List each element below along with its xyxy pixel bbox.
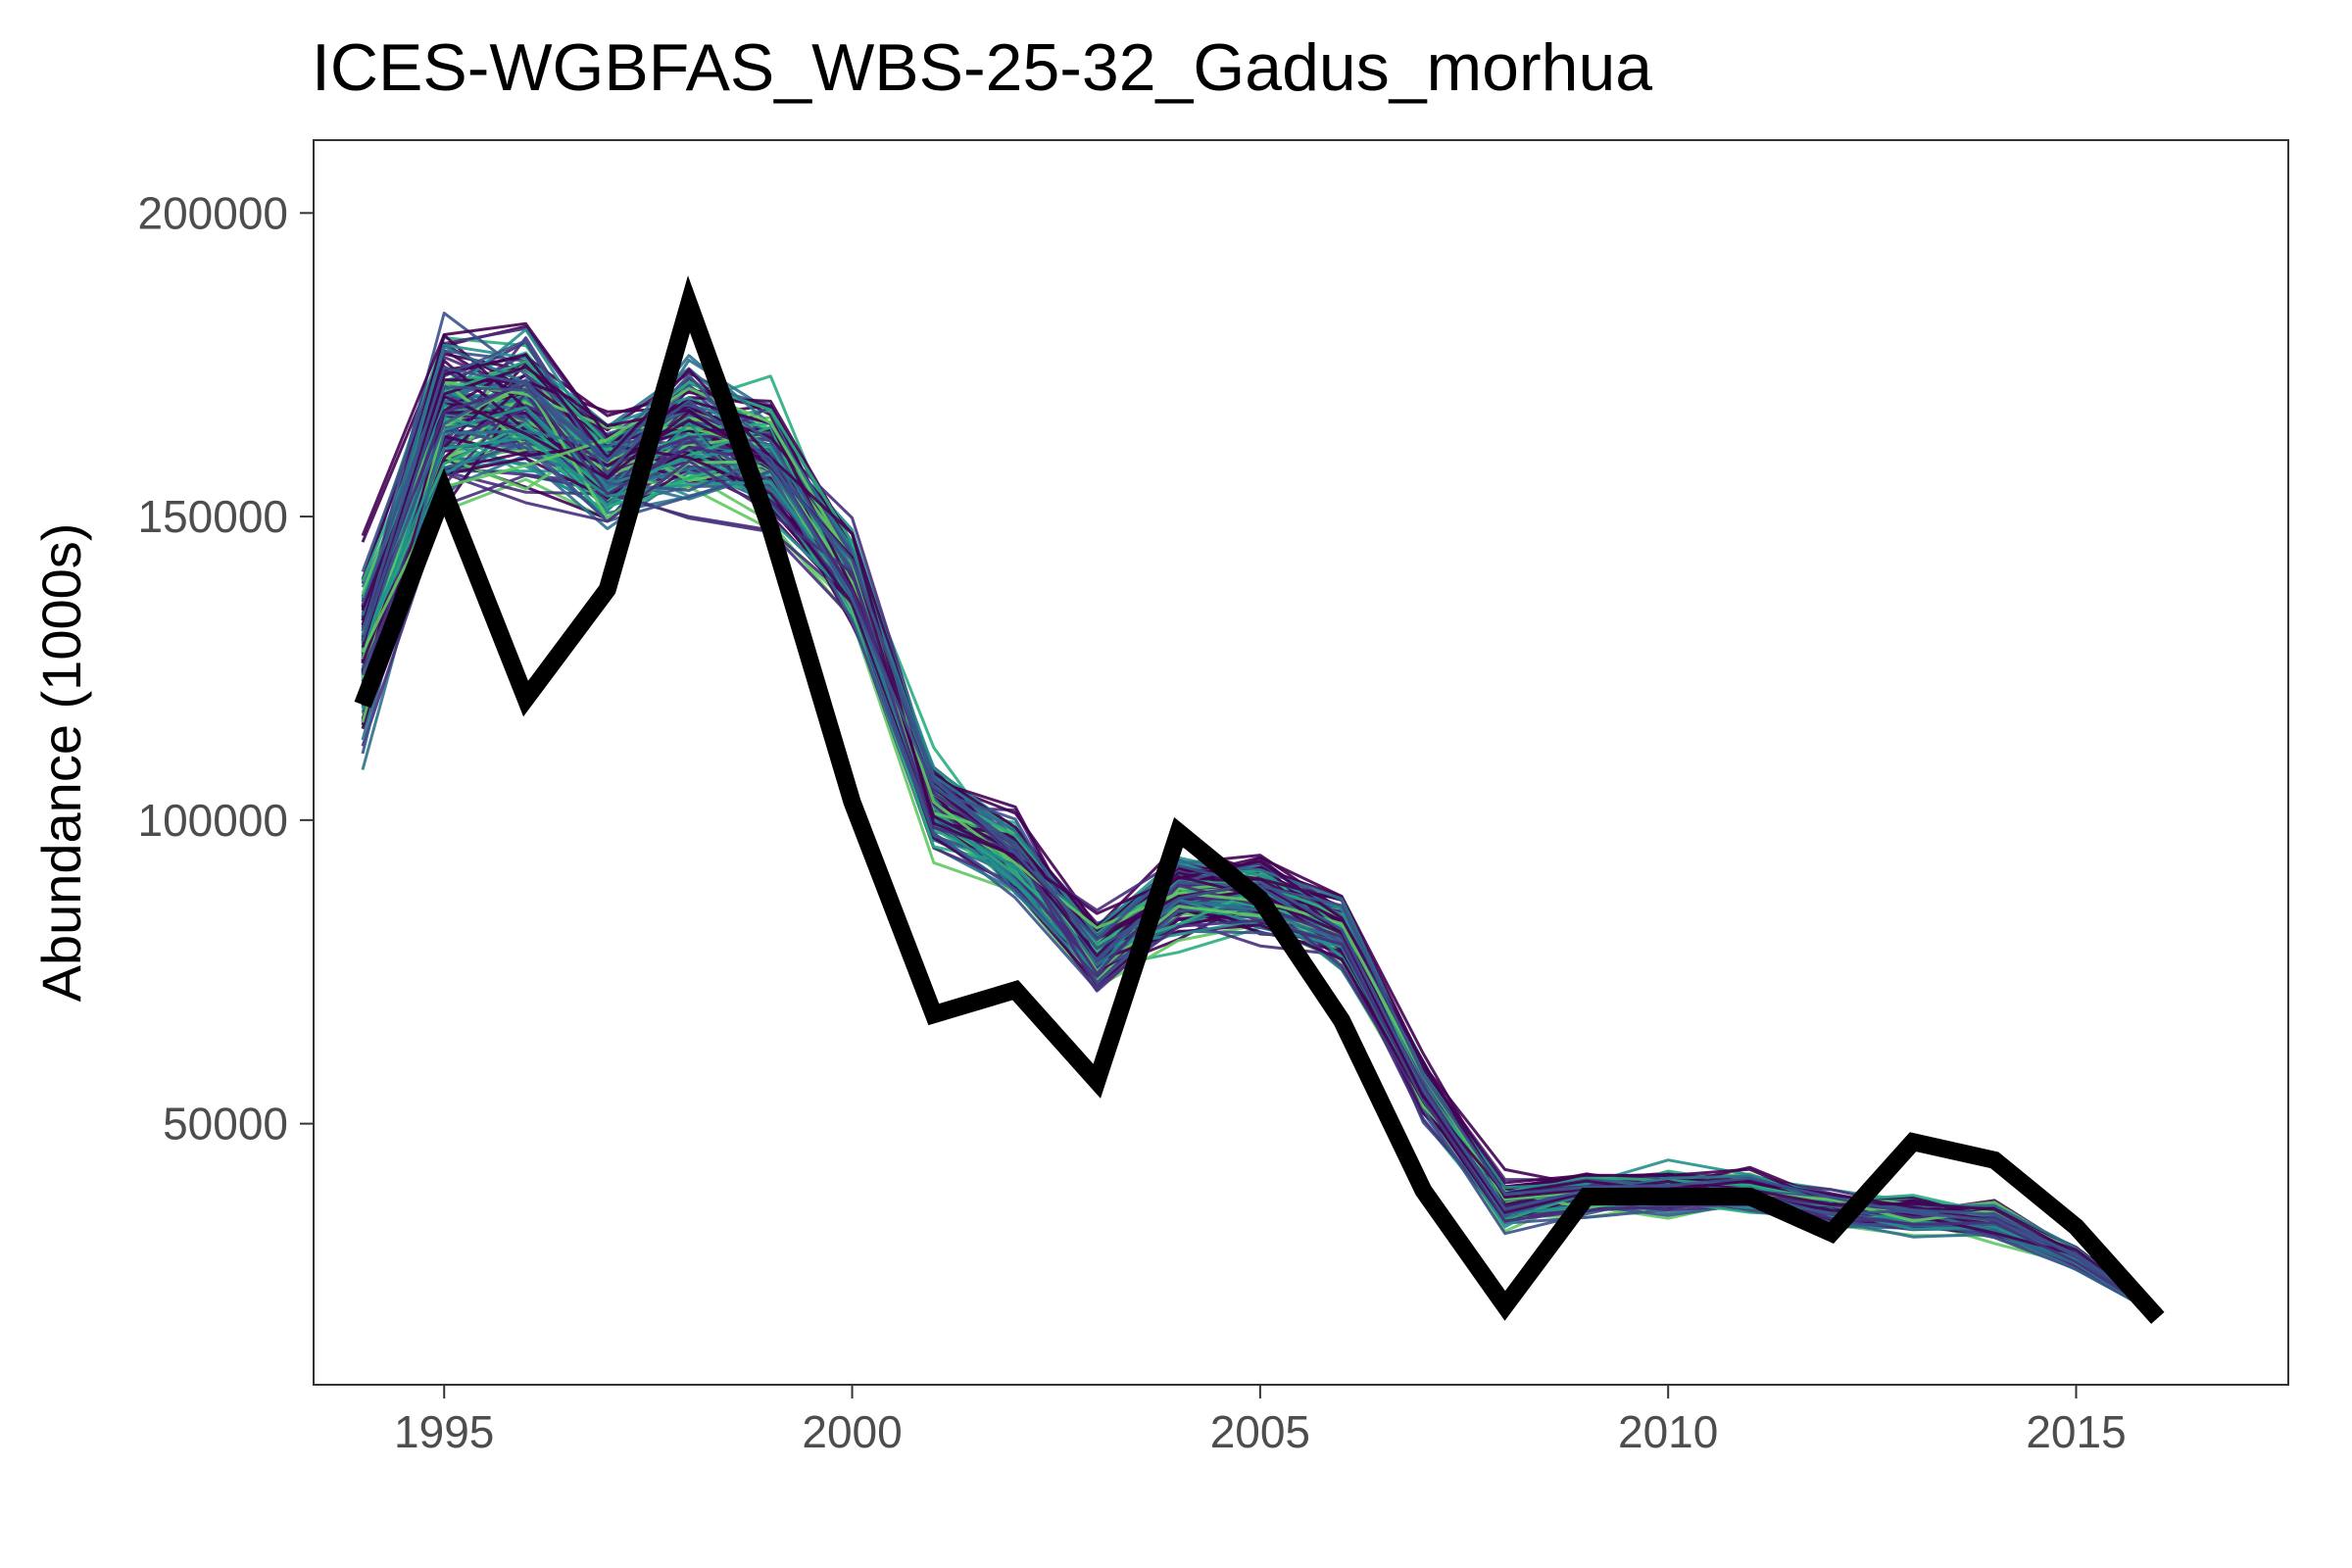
x-tick-label: 2010 [1618,1406,1718,1457]
y-tick-label: 100000 [138,795,289,846]
plot-panel-border [313,139,2289,1386]
x-tick-label: 2000 [802,1406,902,1457]
observed-series-group [354,275,2165,1324]
observed-series-line [354,275,2165,1324]
plot-area [354,275,2165,1324]
x-tick-label: 1995 [394,1406,494,1457]
y-axis-title: Abundance (1000s) [30,523,92,1003]
x-axis: 1995 2000 2005 2010 2015 [394,1385,2127,1457]
x-tick-label: 2015 [2026,1406,2126,1457]
chart-title: ICES-WGBFAS_WBS-25-32_Gadus_morhua [312,30,1652,105]
y-tick-label: 150000 [138,491,289,542]
y-tick-label: 50000 [163,1099,288,1150]
y-axis: 50000 100000 150000 200000 [138,187,314,1150]
y-tick-label: 200000 [138,187,289,238]
x-tick-label: 2005 [1210,1406,1310,1457]
ensemble-series-line [361,459,2159,1315]
